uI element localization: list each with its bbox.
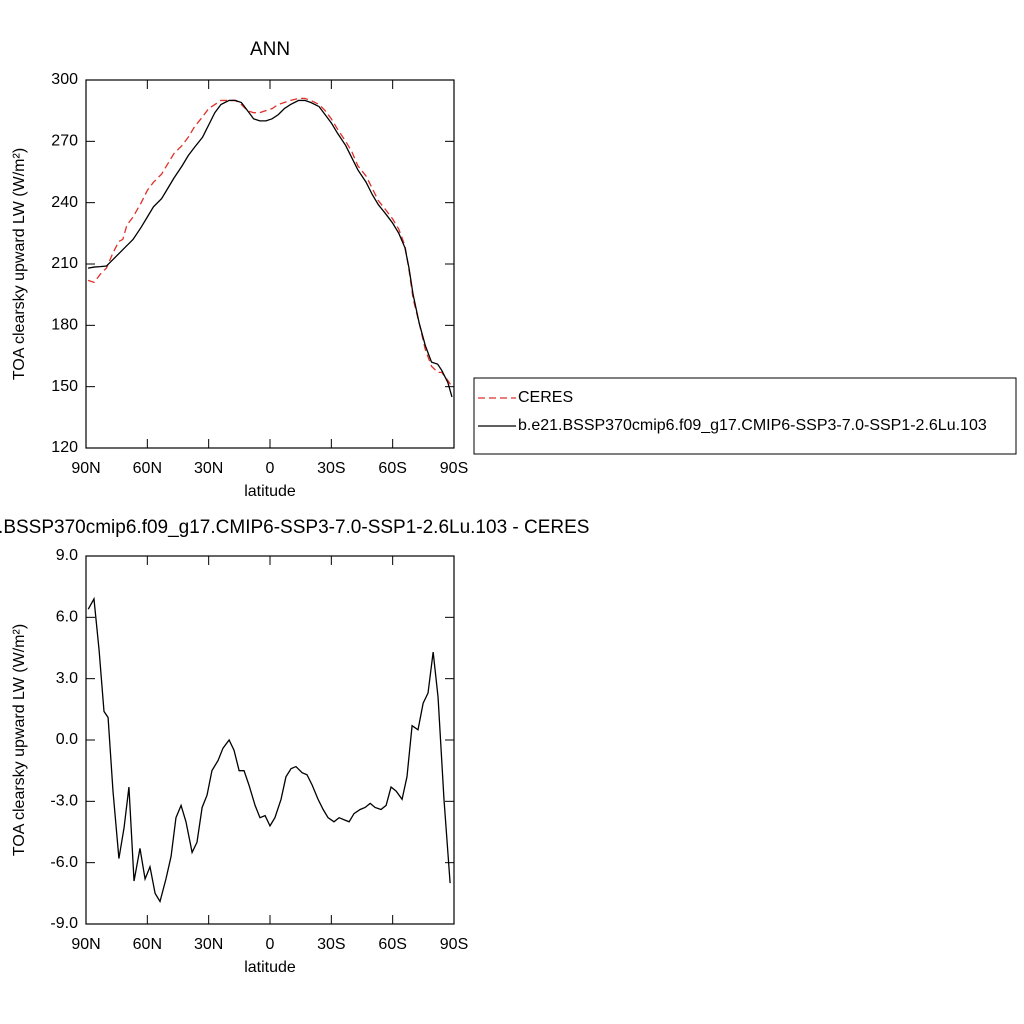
- y-tick-label: 0.0: [56, 731, 78, 748]
- legend-label: CERES: [518, 389, 573, 406]
- legend: CERES b.e21.BSSP370cmip6.f09_g17.CMIP6-SS…: [473, 377, 1017, 455]
- x-tick-label: 90N: [71, 460, 100, 477]
- x-tick-label: 60S: [378, 936, 406, 953]
- y-tick-label: 120: [51, 439, 78, 456]
- chart-title: b.e21.BSSP370cmip6.f09_g17.CMIP6-SSP3-7.…: [0, 517, 589, 538]
- x-tick-label: 30S: [317, 936, 345, 953]
- y-axis-label: TOA clearsky upward LW (W/m²): [11, 624, 28, 856]
- y-tick-label: 270: [51, 133, 78, 150]
- x-tick-label: 30S: [317, 460, 345, 477]
- x-tick-label: 30N: [194, 936, 223, 953]
- y-axis-label: TOA clearsky upward LW (W/m²): [11, 148, 28, 380]
- x-tick-label: 90N: [71, 936, 100, 953]
- x-tick-label: 0: [266, 460, 275, 477]
- chart-title: ANN: [250, 39, 290, 60]
- x-tick-label: 60N: [133, 460, 162, 477]
- y-tick-label: 9.0: [56, 547, 78, 564]
- x-axis-label: latitude: [244, 483, 296, 500]
- x-tick-label: 30N: [194, 460, 223, 477]
- data-line: [87, 99, 453, 398]
- x-tick-label: 0: [266, 936, 275, 953]
- x-tick-label: 60S: [378, 460, 406, 477]
- y-tick-label: 150: [51, 378, 78, 395]
- x-axis-label: latitude: [244, 959, 296, 976]
- y-tick-label: 240: [51, 194, 78, 211]
- plot-frame: [85, 555, 455, 925]
- y-tick-label: -3.0: [50, 793, 78, 810]
- y-tick-label: 180: [51, 317, 78, 334]
- plot-frame: [85, 79, 455, 449]
- data-line: [87, 97, 453, 388]
- y-tick-label: 210: [51, 255, 78, 272]
- x-tick-label: 90S: [440, 936, 468, 953]
- y-tick-label: 3.0: [56, 670, 78, 687]
- legend-box: [473, 377, 1017, 455]
- x-tick-label: 60N: [133, 936, 162, 953]
- y-tick-label: 6.0: [56, 609, 78, 626]
- x-tick-label: 90S: [440, 460, 468, 477]
- data-line: [87, 596, 451, 904]
- y-tick-label: -6.0: [50, 854, 78, 871]
- y-tick-label: 300: [51, 71, 78, 88]
- legend-label: b.e21.BSSP370cmip6.f09_g17.CMIP6-SSP3-7.…: [518, 417, 987, 434]
- y-tick-label: -9.0: [50, 915, 78, 932]
